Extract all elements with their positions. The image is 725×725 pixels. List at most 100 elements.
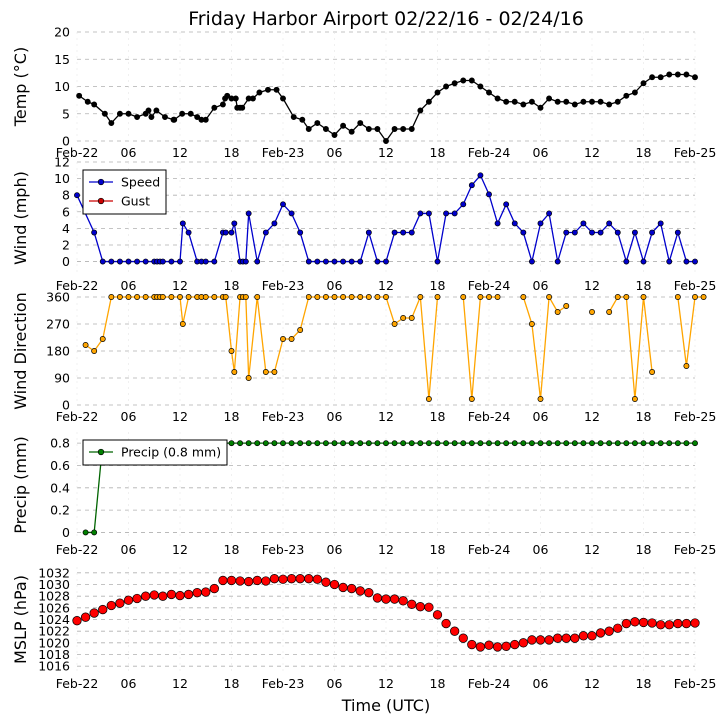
wind-direction-data-point [494, 294, 501, 300]
wind-speed-series-line [76, 174, 695, 265]
wind-direction-data-point [159, 294, 166, 300]
temp-data-point [486, 89, 492, 96]
mslp-data-point [501, 641, 511, 651]
temp-data-point [116, 110, 123, 117]
mslp-data-point [132, 593, 142, 604]
precip-data-point [443, 440, 450, 447]
wind-speed-y-tick-label: 10 [54, 171, 70, 186]
wind-speed-data-point [322, 258, 329, 265]
temp-data-point [256, 89, 263, 96]
wind-direction-data-point [222, 294, 229, 300]
temp-data-point [520, 101, 527, 108]
precip-y-axis-label: Precip (mm) [11, 436, 30, 534]
wind-speed-data-point [434, 258, 441, 265]
temp-data-point [597, 98, 604, 105]
wind-speed-data-point [606, 220, 613, 227]
precip-legend: Precip (0.8 mm) [82, 439, 228, 466]
mslp-y-axis-label: MSLP (hPa) [11, 575, 30, 664]
mslp-data-point [312, 574, 322, 584]
wind-speed-data-point [125, 258, 132, 265]
mslp-data-point [647, 618, 657, 628]
wind-speed-data-point [460, 201, 467, 208]
precip-data-point [649, 440, 656, 447]
mslp-data-point [656, 620, 666, 630]
temp-x-tick-label: 06 [533, 145, 549, 160]
temp-data-point [571, 101, 578, 108]
mslp-data-point [510, 639, 520, 650]
precip-data-point [237, 440, 244, 447]
temp-data-point [537, 104, 544, 111]
wind-speed-x-tick-label: 06 [327, 278, 343, 293]
temp-data-point [477, 83, 484, 90]
temp-data-point [417, 107, 424, 114]
wind-direction-x-tick-label: 12 [378, 409, 394, 424]
wind-speed-data-point [357, 258, 364, 265]
precip-data-point [571, 440, 578, 447]
precip-y-tick-label: 0.8 [50, 436, 70, 451]
wind-speed-data-point [692, 258, 698, 265]
wind-speed-data-point [383, 258, 389, 265]
wind-direction-x-tick-label: Feb-23 [262, 409, 305, 424]
wind-speed-data-point [657, 220, 664, 227]
precip-data-point [271, 440, 278, 447]
mslp-data-point [192, 588, 202, 598]
wind-direction-data-point [357, 294, 364, 300]
mslp-data-point [381, 594, 391, 604]
wind-direction-data-point [546, 294, 553, 300]
mslp-data-point [492, 642, 503, 652]
temp-data-point [692, 74, 698, 81]
temp-series-line [78, 73, 696, 143]
precip-data-point [528, 440, 535, 447]
precip-x-tick-label: Feb-24 [468, 542, 511, 557]
wind-direction-data-point [649, 369, 656, 375]
mslp-data-point [175, 590, 185, 601]
temp-data-point [153, 107, 160, 114]
wind-speed-data-point [288, 210, 295, 217]
wind-speed-x-tick-label: 12 [584, 278, 600, 293]
mslp-x-tick-label: 18 [430, 676, 446, 691]
wind-direction-data-point [434, 294, 441, 300]
wind-speed-x-tick-label: 18 [636, 278, 652, 293]
mslp-data-point [432, 610, 443, 620]
temp-y-tick-label: 20 [54, 25, 70, 40]
wind-direction-x-tick-label: 18 [224, 409, 240, 424]
precip-data-point [606, 440, 613, 447]
wind-direction-data-point [537, 396, 544, 402]
wind-speed-data-point [305, 258, 312, 265]
wind-speed-data-point [262, 229, 269, 236]
temp-x-tick-label: 06 [121, 145, 137, 160]
temp-data-point [623, 92, 630, 99]
wind-speed-data-point [142, 258, 149, 265]
temp-data-point [503, 98, 510, 105]
wind-speed-data-point [185, 229, 192, 236]
precip-legend-label: Precip (0.8 mm) [121, 445, 221, 460]
mslp-data-point [389, 594, 400, 604]
temp-data-point [194, 114, 201, 120]
wind-direction-data-point [563, 303, 570, 309]
mslp-data-point [475, 642, 486, 652]
mslp-y-tick-label: 1020 [38, 635, 70, 650]
temp-x-tick-label: 12 [584, 145, 600, 160]
precip-data-point [468, 440, 475, 447]
wind-direction-data-point [202, 294, 209, 300]
mslp-y-tick-label: 1018 [38, 647, 70, 662]
precip-data-point [417, 440, 424, 447]
temp-data-point [265, 86, 271, 93]
mslp-data-point [304, 574, 314, 584]
panel-temp: 0 5 10 15 20 Feb-22 06 12 18 Feb-23 06 12 18 Feb-24 06… [11, 25, 716, 161]
wind-direction-x-tick-label: 12 [584, 409, 600, 424]
wind-direction-data-point [683, 363, 690, 369]
wind-direction-x-tick-label: 18 [430, 409, 446, 424]
precip-x-tick-label: 06 [533, 542, 549, 557]
mslp-data-point [80, 612, 91, 622]
temp-data-point [148, 114, 155, 120]
mslp-data-point [527, 635, 537, 645]
precip-data-point [503, 440, 510, 447]
wind-speed-y-axis-label: Wind (mph) [11, 171, 30, 265]
temp-data-point [101, 110, 108, 117]
wind-speed-x-tick-label: 12 [172, 278, 188, 293]
temp-data-point [108, 120, 115, 126]
temp-data-point [494, 95, 501, 102]
wind-direction-data-point [99, 336, 106, 342]
precip-x-tick-label: 18 [636, 542, 652, 557]
